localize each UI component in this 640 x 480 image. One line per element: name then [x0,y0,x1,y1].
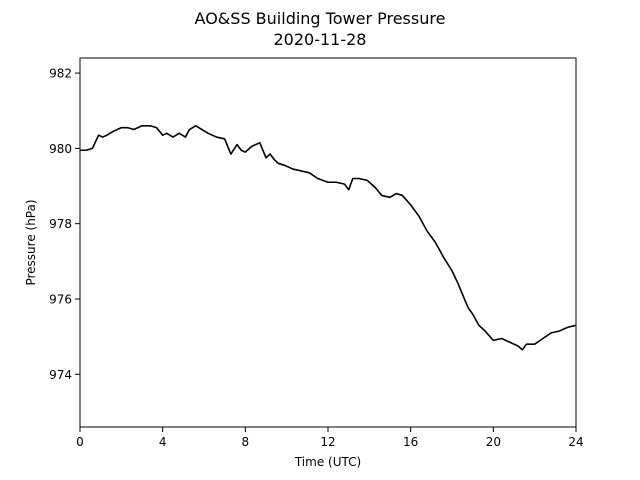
x-axis-label: Time (UTC) [294,455,361,469]
x-tick-label: 16 [403,435,418,449]
x-tick-label: 8 [242,435,250,449]
y-axis-ticks: 974 976 978 980 982 [49,67,80,382]
x-tick-label: 0 [76,435,84,449]
y-tick-label: 976 [49,292,72,306]
y-axis-label: Pressure (hPa) [24,199,38,285]
x-tick-label: 24 [568,435,583,449]
x-axis-ticks: 0 4 8 12 16 20 24 [76,427,584,449]
y-tick-label: 980 [49,142,72,156]
y-tick-label: 978 [49,217,72,231]
y-tick-label: 982 [49,67,72,81]
x-tick-label: 12 [320,435,335,449]
x-tick-label: 20 [486,435,501,449]
plot-frame [79,57,577,428]
y-tick-label: 974 [49,368,72,382]
chart-subtitle: 2020-11-28 [274,30,367,49]
series-line-pressure [80,124,577,351]
chart-title: AO&SS Building Tower Pressure [195,9,446,28]
x-tick-label: 4 [159,435,167,449]
